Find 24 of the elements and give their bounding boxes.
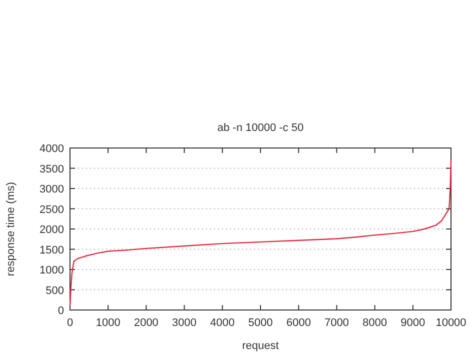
x-tick-label: 10000 <box>436 317 466 329</box>
x-tick-label: 7000 <box>324 317 349 329</box>
x-tick-label: 2000 <box>134 317 158 329</box>
y-tick-label: 1000 <box>40 264 64 276</box>
x-tick-label: 0 <box>66 317 74 329</box>
y-tick-label: 1500 <box>40 244 64 256</box>
x-tick-label: 5000 <box>248 317 273 329</box>
y-tick-label: 2500 <box>40 204 64 216</box>
y-tick-label: 3000 <box>40 184 64 196</box>
x-tick-label: 6000 <box>286 317 311 329</box>
x-tick-label: 9000 <box>400 317 426 329</box>
x-tick-label: 1000 <box>96 317 120 329</box>
y-tick-label: 2000 <box>40 224 64 236</box>
y-tick-label: 0 <box>58 305 64 317</box>
x-axis-title: request <box>242 340 279 352</box>
y-tick-label: 4000 <box>40 143 64 155</box>
line-series <box>69 160 452 307</box>
x-tick-label: 8000 <box>362 317 388 329</box>
chart-title: ab -n 10000 -c 50 <box>217 122 304 134</box>
x-tick-label: 4000 <box>210 317 235 329</box>
x-tick-label: 3000 <box>172 317 197 329</box>
y-tick-label: 3500 <box>40 163 64 176</box>
y-axis-title: response time (ms) <box>5 182 17 276</box>
y-tick-label: 500 <box>46 284 64 297</box>
